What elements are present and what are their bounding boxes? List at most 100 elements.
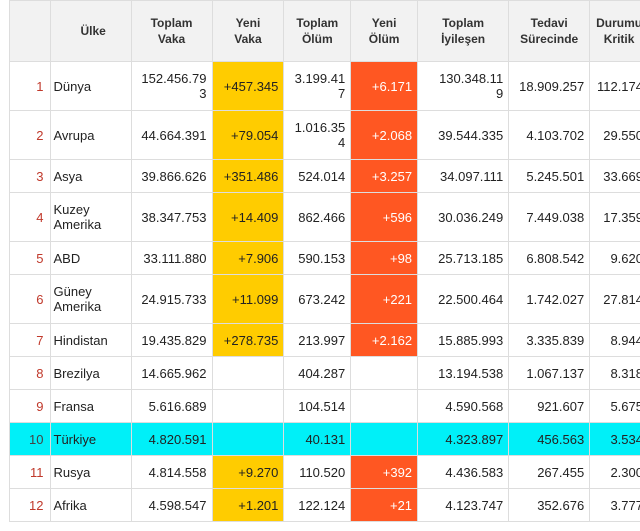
new-deaths-cell: +98 xyxy=(350,241,419,275)
total-deaths-cell: 122.124 xyxy=(283,488,352,522)
table-row: 2 Avrupa 44.664.391 +79.054 1.016.35 4 +2… xyxy=(9,110,640,160)
total-cases-cell: 4.814.558 xyxy=(130,455,213,489)
critical-cell: 112.174 xyxy=(589,61,640,111)
active-cell: 267.455 xyxy=(508,455,591,489)
total-deaths-cell: 1.016.35 4 xyxy=(283,110,352,160)
header-total-recovered: Toplam İyileşen xyxy=(417,0,510,62)
new-deaths-cell: +596 xyxy=(350,192,419,242)
header-new-cases: Yeni Vaka xyxy=(211,0,285,62)
row-index: 5 xyxy=(9,241,51,275)
active-cell: 1.067.137 xyxy=(508,356,591,390)
country-name: Rusya xyxy=(49,455,132,489)
header-new-deaths-line1: Yeni xyxy=(371,16,397,30)
header-total-deaths: Toplam Ölüm xyxy=(283,0,352,62)
table-row: 12 Afrika 4.598.547 +1.201 122.124 +21 4… xyxy=(9,488,640,522)
new-deaths-cell: +6.171 xyxy=(350,61,419,111)
header-new-cases-line2: Vaka xyxy=(234,32,262,46)
new-cases-cell: +14.409 xyxy=(211,192,285,242)
header-total-cases-line2: Vaka xyxy=(157,32,186,46)
table-header: Ülke Toplam Vaka Yeni Vaka Toplam Ölüm Yeni… xyxy=(9,0,640,62)
critical-cell: 3.777 xyxy=(589,488,640,522)
active-cell: 921.607 xyxy=(508,389,591,423)
recovered-cell: 25.713.185 xyxy=(417,241,510,275)
new-deaths-cell: +2.162 xyxy=(350,323,419,357)
total-deaths-cell: 862.466 xyxy=(283,192,352,242)
total-cases-cell: 5.616.689 xyxy=(130,389,213,423)
table-row: 5 ABD 33.111.880 +7.906 590.153 +98 25.7… xyxy=(9,241,640,275)
active-cell: 6.808.542 xyxy=(508,241,591,275)
covid-stats-table: Ülke Toplam Vaka Yeni Vaka Toplam Ölüm Yeni… xyxy=(9,0,640,522)
active-cell: 18.909.257 xyxy=(508,61,591,111)
header-total-deaths-line1: Toplam xyxy=(296,16,339,30)
row-index: 2 xyxy=(9,110,51,160)
recovered-cell: 34.097.111 xyxy=(417,159,510,193)
header-total-recovered-line2: İyileşen xyxy=(441,32,486,46)
new-cases-cell xyxy=(211,356,285,390)
new-deaths-cell: +21 xyxy=(350,488,419,522)
row-index: 7 xyxy=(9,323,51,357)
critical-cell: 17.359 xyxy=(589,192,640,242)
total-cases-cell: 33.111.880 xyxy=(130,241,213,275)
country-name: Fransa xyxy=(49,389,132,423)
header-new-cases-line1: Yeni xyxy=(235,16,261,30)
critical-cell: 2.300 xyxy=(589,455,640,489)
header-country-label: Ülke xyxy=(80,24,106,38)
recovered-cell: 4.590.568 xyxy=(417,389,510,423)
critical-cell: 27.814 xyxy=(589,274,640,324)
table-row: 8 Brezilya 14.665.962 404.287 13.194.538… xyxy=(9,356,640,390)
total-deaths-cell: 104.514 xyxy=(283,389,352,423)
row-index: 3 xyxy=(9,159,51,193)
recovered-cell: 130.348.11 9 xyxy=(417,61,510,111)
row-index: 11 xyxy=(9,455,51,489)
total-deaths-cell: 404.287 xyxy=(283,356,352,390)
recovered-cell: 4.323.897 xyxy=(417,422,510,456)
new-cases-cell xyxy=(211,389,285,423)
total-deaths-cell: 590.153 xyxy=(283,241,352,275)
new-cases-cell: +7.906 xyxy=(211,241,285,275)
country-name: ABD xyxy=(49,241,132,275)
active-cell: 4.103.702 xyxy=(508,110,591,160)
total-cases-cell: 39.866.626 xyxy=(130,159,213,193)
recovered-cell: 30.036.249 xyxy=(417,192,510,242)
table-row: 11 Rusya 4.814.558 +9.270 110.520 +392 4… xyxy=(9,455,640,489)
critical-cell: 29.550 xyxy=(589,110,640,160)
table-row: 1 Dünya 152.456.79 3 +457.345 3.199.41 7 +… xyxy=(9,61,640,111)
new-cases-cell: +457.345 xyxy=(211,61,285,111)
header-new-deaths: Yeni Ölüm xyxy=(350,0,419,62)
active-cell: 3.335.839 xyxy=(508,323,591,357)
critical-cell: 8.318 xyxy=(589,356,640,390)
total-cases-cell: 44.664.391 xyxy=(130,110,213,160)
new-cases-cell: +351.486 xyxy=(211,159,285,193)
active-cell: 7.449.038 xyxy=(508,192,591,242)
recovered-cell: 39.544.335 xyxy=(417,110,510,160)
new-cases-cell: +9.270 xyxy=(211,455,285,489)
table-body: 1 Dünya 152.456.79 3 +457.345 3.199.41 7 +… xyxy=(9,61,640,522)
total-deaths-cell: 40.131 xyxy=(283,422,352,456)
country-name: Brezilya xyxy=(49,356,132,390)
total-deaths-cell: 110.520 xyxy=(283,455,352,489)
header-active-line1: Tedavi xyxy=(530,16,568,30)
header-active: Tedavi Sürecinde xyxy=(508,0,591,62)
new-deaths-cell: +2.068 xyxy=(350,110,419,160)
total-cases-cell: 152.456.79 3 xyxy=(130,61,213,111)
active-cell: 352.676 xyxy=(508,488,591,522)
active-cell: 1.742.027 xyxy=(508,274,591,324)
header-index xyxy=(9,0,51,62)
table-row: 4 Kuzey Amerika 38.347.753 +14.409 862.46… xyxy=(9,192,640,242)
recovered-cell: 15.885.993 xyxy=(417,323,510,357)
new-deaths-cell xyxy=(350,389,419,423)
total-cases-cell: 24.915.733 xyxy=(130,274,213,324)
active-cell: 5.245.501 xyxy=(508,159,591,193)
table-row-highlighted: 10 Türkiye 4.820.591 40.131 4.323.897 45… xyxy=(9,422,640,456)
recovered-cell: 4.123.747 xyxy=(417,488,510,522)
header-active-line2: Sürecinde xyxy=(520,32,579,46)
country-name: Türkiye xyxy=(49,422,132,456)
new-cases-cell: +1.201 xyxy=(211,488,285,522)
new-cases-cell: +11.099 xyxy=(211,274,285,324)
new-cases-cell: +278.735 xyxy=(211,323,285,357)
total-cases-cell: 4.820.591 xyxy=(130,422,213,456)
new-deaths-cell xyxy=(350,356,419,390)
new-cases-cell xyxy=(211,422,285,456)
country-name: Asya xyxy=(49,159,132,193)
total-cases-cell: 19.435.829 xyxy=(130,323,213,357)
